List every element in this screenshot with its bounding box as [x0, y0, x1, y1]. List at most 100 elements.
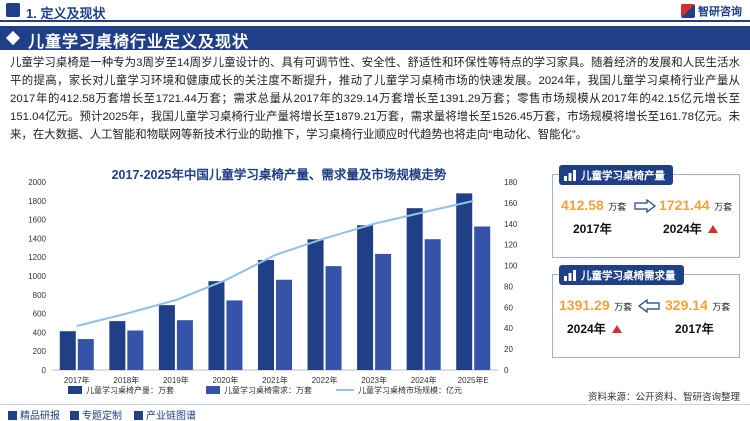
x-tick-label: 2017年 — [64, 375, 90, 385]
footer-link-custom[interactable]: 专题定制 — [70, 407, 122, 421]
demand-left: 1391.29 万套 — [559, 297, 632, 315]
x-tick-label: 2020年 — [213, 375, 239, 385]
legend-production-swatch — [68, 386, 82, 394]
demand-left-unit: 万套 — [614, 302, 633, 312]
x-tick-label: 2025年E — [458, 375, 489, 385]
bar-demand — [325, 266, 342, 370]
demand-left-year: 2024年 — [567, 322, 606, 336]
logo-icon — [681, 4, 695, 18]
footer-item-1: 精品研报 — [20, 411, 60, 421]
x-tick-label: 2018年 — [113, 375, 139, 385]
legend-production-label: 儿童学习桌椅产量：万套 — [86, 385, 174, 395]
arrow-right-icon — [634, 199, 656, 213]
production-card-header: 儿童学习桌椅产量 — [559, 165, 673, 185]
footer-link-chain[interactable]: 产业链图谱 — [134, 407, 196, 421]
y-left-tick-label: 1800 — [28, 197, 46, 206]
bar-demand — [276, 279, 292, 370]
y-left-tick-label: 1600 — [28, 216, 46, 225]
footer-bar: 精品研报 专题定制 产业链图谱 — [0, 404, 750, 421]
y-left-tick-label: 400 — [33, 328, 47, 337]
line-market-size — [76, 200, 474, 327]
y-right-tick-label: 20 — [504, 345, 513, 354]
y-left-tick-label: 800 — [33, 291, 47, 300]
bar-demand — [226, 300, 243, 370]
bar-production — [208, 281, 225, 370]
increase-arrow-icon — [708, 224, 719, 233]
production-to: 1721.44 万套 — [659, 197, 732, 215]
demand-right-value: 329.14 — [665, 297, 708, 313]
production-to-value: 1721.44 — [659, 197, 710, 213]
custom-icon — [70, 411, 79, 420]
y-left-tick-label: 1000 — [28, 272, 46, 281]
production-card-title: 儿童学习桌椅产量 — [581, 169, 665, 182]
bar-production — [158, 305, 175, 370]
y-left-tick-label: 200 — [33, 347, 47, 356]
y-left-tick-label: 1400 — [28, 234, 46, 243]
demand-left-year-wrap: 2024年 — [567, 320, 623, 338]
footer-link-reports[interactable]: 精品研报 — [8, 407, 60, 421]
bar-demand — [176, 320, 193, 370]
bar-demand — [127, 330, 144, 370]
legend-market-size-label: 儿童学习桌椅市场规模：亿元 — [358, 385, 462, 395]
footer-item-2: 专题定制 — [82, 411, 122, 421]
y-right-tick-label: 0 — [504, 366, 509, 375]
production-to-year: 2024年 — [663, 222, 702, 236]
y-right-tick-label: 60 — [504, 303, 513, 312]
bar-chart-icon — [564, 170, 576, 181]
report-icon — [8, 411, 17, 420]
bar-production — [456, 193, 473, 370]
production-to-unit: 万套 — [714, 202, 733, 212]
source-note: 资料来源：公开资料、智研咨询整理 — [587, 392, 740, 403]
production-from-year: 2017年 — [573, 222, 612, 236]
page-title: 儿童学习桌椅行业定义及现状 — [28, 34, 250, 51]
bar-production — [258, 260, 274, 370]
y-right-tick-label: 140 — [504, 220, 518, 229]
x-tick-label: 2019年 — [163, 375, 189, 385]
bar-demand — [424, 239, 441, 370]
production-from: 412.58 万套 — [561, 197, 626, 215]
y-right-tick-label: 100 — [504, 262, 518, 271]
legend-demand-label: 儿童学习桌椅需求：万套 — [224, 385, 312, 395]
chain-icon — [134, 411, 143, 420]
title-banner: 儿童学习桌椅行业定义及现状 — [0, 26, 750, 51]
brand-logo[interactable]: 智研咨询 — [681, 3, 742, 19]
bar-demand — [77, 339, 94, 370]
y-left-tick-label: 600 — [33, 310, 47, 319]
y-right-tick-label: 80 — [504, 282, 513, 291]
y-right-tick-label: 180 — [504, 178, 518, 187]
legend-demand-swatch — [206, 386, 220, 394]
section-title: 1. 定义及现状 — [26, 6, 106, 21]
bar-demand — [474, 226, 491, 370]
y-left-tick-label: 2000 — [28, 178, 46, 187]
x-tick-label: 2022年 — [312, 375, 338, 385]
arrow-left-icon — [638, 299, 660, 313]
production-from-value: 412.58 — [561, 197, 604, 213]
production-card: 儿童学习桌椅产量 412.58 万套 1721.44 万套 2017年 2024… — [552, 165, 740, 258]
production-from-unit: 万套 — [608, 202, 627, 212]
y-left-tick-label: 1200 — [28, 253, 46, 262]
x-tick-label: 2024年 — [411, 375, 437, 385]
demand-left-value: 1391.29 — [559, 297, 610, 313]
chart-container: 2017-2025年中国儿童学习桌椅产量、需求量及市场规模走势 0 200 400 6… — [10, 164, 548, 400]
chart-title: 2017-2025年中国儿童学习桌椅产量、需求量及市场规模走势 — [111, 168, 447, 182]
demand-right: 329.14 万套 — [665, 297, 730, 315]
bar-production — [59, 331, 76, 370]
intro-paragraph: 儿童学习桌椅是一种专为3周岁至14周岁儿童设计的、具有可调节性、安全性、舒适性和… — [10, 57, 740, 141]
x-tick-label: 2021年 — [262, 375, 288, 385]
footer-item-3: 产业链图谱 — [146, 411, 196, 421]
bar-production — [406, 208, 423, 370]
bar-production — [109, 321, 126, 370]
demand-right-year: 2017年 — [675, 322, 714, 336]
y-right-tick-label: 40 — [504, 324, 513, 333]
x-tick-label: 2023年 — [361, 375, 387, 385]
bar-chart-icon — [564, 270, 576, 281]
combo-chart: 0 200 400 600 800 1000 1200 1400 1600 1800 2000 0 20… — [28, 178, 518, 395]
bar-production — [307, 239, 324, 370]
section-marker-icon — [6, 3, 20, 17]
top-bar: 1. 定义及现状 智研咨询 — [0, 0, 750, 22]
diamond-icon — [5, 30, 21, 46]
y-right-tick-label: 160 — [504, 199, 518, 208]
bar-production — [357, 225, 374, 370]
demand-card-title: 儿童学习桌椅需求量 — [581, 269, 676, 282]
production-to-year-wrap: 2024年 — [663, 220, 719, 238]
